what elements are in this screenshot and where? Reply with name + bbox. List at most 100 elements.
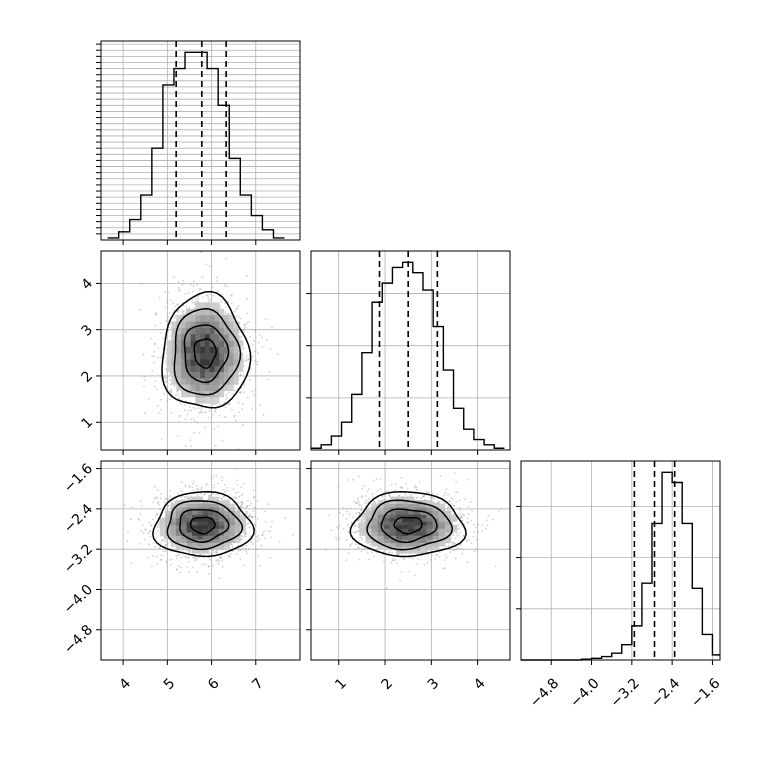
- sample-point: [448, 500, 450, 503]
- density-cell: [229, 539, 236, 544]
- sample-point: [147, 532, 150, 535]
- density-cell: [444, 521, 452, 526]
- density-cell: [402, 546, 409, 551]
- sample-point: [184, 484, 187, 487]
- sample-point: [188, 306, 191, 309]
- sample-point: [254, 389, 257, 391]
- density-cell: [195, 321, 201, 328]
- density-cell: [395, 535, 403, 540]
- sample-point: [151, 355, 154, 358]
- density-cell: [192, 521, 198, 526]
- sample-point: [239, 391, 242, 394]
- sample-point: [397, 494, 400, 497]
- sample-point: [155, 388, 158, 391]
- sample-point: [192, 557, 195, 559]
- density-cell: [175, 507, 182, 512]
- density-cell: [213, 528, 220, 533]
- sample-point: [210, 477, 213, 480]
- sample-point: [390, 561, 393, 564]
- sample-point: [231, 545, 234, 548]
- density-cell: [208, 521, 214, 526]
- sample-point: [458, 512, 461, 515]
- density-cell: [377, 528, 385, 533]
- sample-point: [154, 380, 157, 382]
- sample-point: [181, 283, 184, 286]
- sample-point: [193, 303, 196, 305]
- density-cell: [426, 500, 433, 505]
- density-cell: [438, 521, 446, 526]
- density-cell: [214, 365, 220, 373]
- sample-point: [264, 520, 267, 523]
- density-cell: [175, 500, 182, 505]
- sample-point: [359, 536, 362, 539]
- sample-point: [221, 559, 224, 562]
- sample-point: [211, 552, 214, 555]
- sample-point: [245, 505, 248, 508]
- density-cell: [165, 521, 171, 526]
- density-panel-2-3: [310, 460, 511, 661]
- sample-point: [246, 312, 249, 315]
- sample-point: [392, 559, 395, 562]
- density-cell: [204, 314, 210, 322]
- sample-point: [156, 404, 159, 407]
- sample-point: [159, 322, 162, 324]
- density-cell: [371, 507, 378, 512]
- sample-point: [163, 537, 166, 540]
- sample-point: [203, 493, 206, 496]
- density-cell: [432, 524, 440, 529]
- sample-point: [394, 559, 397, 561]
- density-cell: [444, 532, 452, 536]
- panel-background: [521, 461, 720, 660]
- sample-point: [234, 497, 237, 500]
- density-cell: [389, 500, 397, 505]
- sample-point: [447, 506, 449, 509]
- density-cell: [389, 535, 397, 540]
- sample-point: [244, 532, 247, 535]
- sample-point: [241, 502, 243, 505]
- sample-point: [228, 402, 231, 404]
- sample-point: [389, 495, 391, 497]
- density-cell: [377, 517, 385, 522]
- sample-point: [239, 338, 241, 340]
- density-cell: [176, 365, 182, 373]
- density-cell: [223, 352, 230, 360]
- sample-point: [165, 380, 168, 383]
- density-cell: [389, 532, 397, 536]
- density-cell: [200, 371, 206, 379]
- sample-point: [328, 514, 331, 517]
- sample-point: [364, 495, 367, 497]
- density-cell: [159, 524, 166, 529]
- sample-point: [173, 385, 176, 388]
- sample-point: [183, 404, 186, 407]
- density-cell: [371, 503, 378, 508]
- sample-point: [249, 535, 252, 538]
- sample-point: [486, 524, 489, 527]
- density-cell: [432, 503, 440, 508]
- sample-point: [220, 301, 223, 303]
- sample-point: [359, 504, 361, 507]
- density-cell: [420, 546, 427, 551]
- density-cell: [195, 302, 201, 309]
- density-cell: [420, 500, 427, 505]
- sample-point: [414, 574, 417, 577]
- density-cell: [197, 539, 204, 544]
- density-cell: [432, 510, 440, 515]
- density-cell: [185, 352, 191, 360]
- sample-point: [250, 540, 253, 543]
- sample-point: [184, 495, 187, 498]
- sample-point: [360, 519, 363, 521]
- sample-point: [251, 390, 253, 393]
- sample-point: [154, 343, 157, 345]
- sample-point: [240, 549, 243, 551]
- density-cell: [171, 327, 177, 335]
- density-cell: [438, 503, 446, 508]
- sample-point: [217, 290, 220, 292]
- density-cell: [192, 514, 198, 519]
- density-cell: [438, 517, 446, 522]
- sample-point: [176, 390, 178, 393]
- density-cell: [395, 514, 403, 519]
- sample-point: [491, 518, 494, 521]
- sample-point: [227, 403, 230, 406]
- sample-point: [239, 548, 242, 551]
- sample-point: [159, 332, 162, 335]
